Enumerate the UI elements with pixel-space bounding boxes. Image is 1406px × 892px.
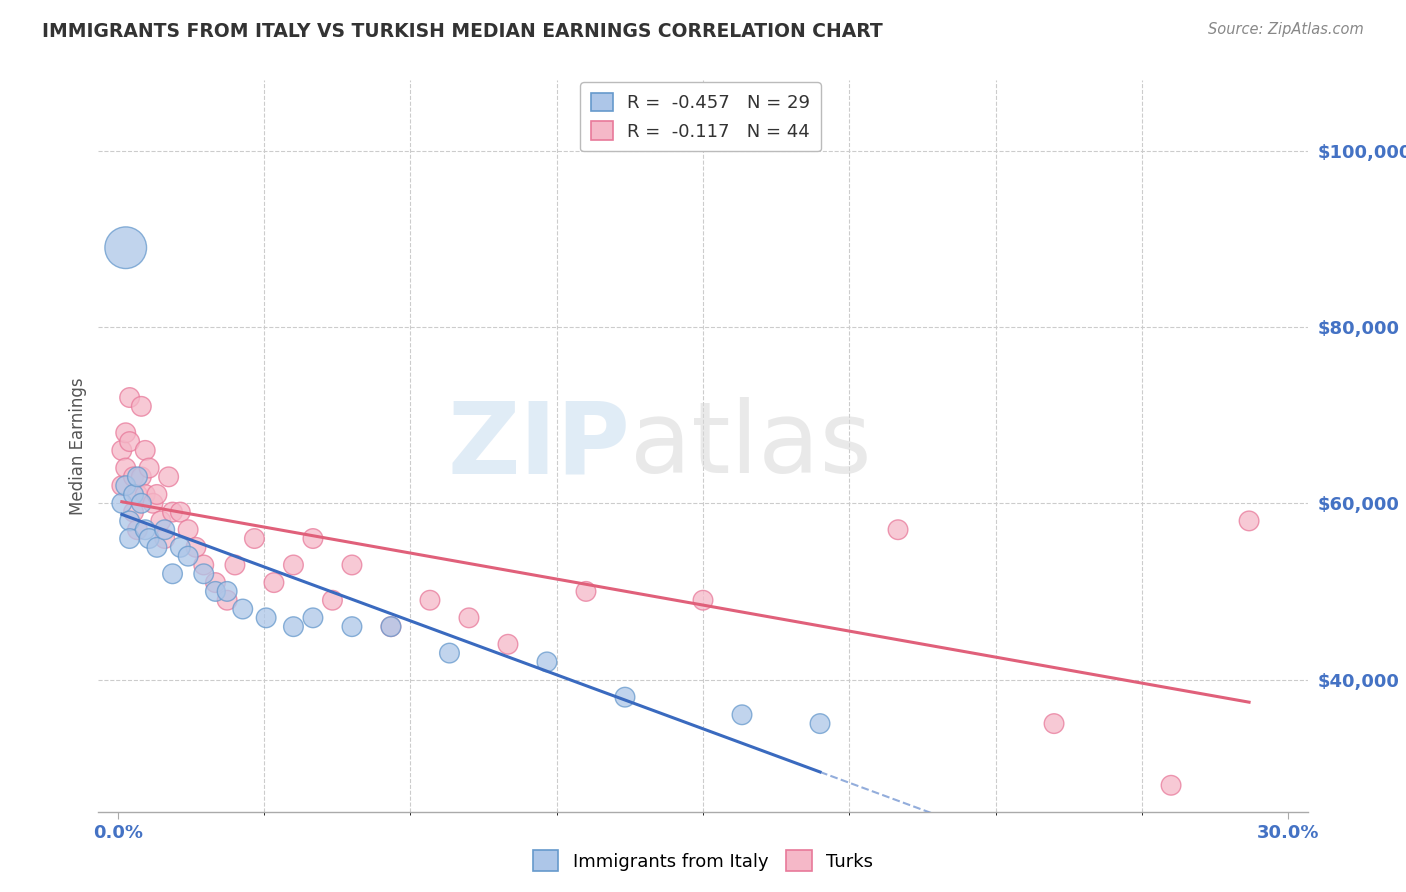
Point [142,496,165,510]
Point [114,478,136,492]
Point [127,487,149,501]
Point [146,541,169,555]
Point [340,620,363,634]
Point [118,434,141,449]
Legend: R =  -0.457   N = 29, R =  -0.117   N = 44: R = -0.457 N = 29, R = -0.117 N = 44 [581,82,821,152]
Point [184,541,207,555]
Point [131,470,153,484]
Text: Source: ZipAtlas.com: Source: ZipAtlas.com [1208,22,1364,37]
Point [169,505,191,519]
Point [138,532,160,546]
Text: IMMIGRANTS FROM ITALY VS TURKISH MEDIAN EARNINGS CORRELATION CHART: IMMIGRANTS FROM ITALY VS TURKISH MEDIAN … [42,22,883,41]
Point [169,541,191,555]
Point [127,523,149,537]
Point [614,690,637,705]
Point [131,496,153,510]
Y-axis label: Median Earnings: Median Earnings [69,377,87,515]
Point [122,487,145,501]
Point [138,461,160,475]
Point [111,443,134,458]
Point [1043,716,1066,731]
Point [153,532,176,546]
Point [131,400,153,414]
Point [380,620,402,634]
Point [232,602,254,616]
Point [157,470,180,484]
Point [808,716,831,731]
Point [111,496,134,510]
Point [302,611,325,625]
Point [254,611,277,625]
Point [134,487,156,501]
Point [122,470,145,484]
Point [177,549,200,563]
Point [439,646,461,660]
Point [692,593,714,607]
Point [193,558,215,572]
Point [419,593,441,607]
Text: atlas: atlas [630,398,872,494]
Point [217,593,239,607]
Point [118,514,141,528]
Point [302,532,325,546]
Point [1160,778,1182,792]
Point [204,575,226,590]
Point [536,655,558,669]
Point [731,707,754,722]
Point [134,523,156,537]
Point [458,611,481,625]
Point [153,523,176,537]
Text: ZIP: ZIP [447,398,630,494]
Point [1237,514,1260,528]
Point [111,478,134,492]
Point [887,523,910,537]
Point [243,532,266,546]
Legend: Immigrants from Italy, Turks: Immigrants from Italy, Turks [526,843,880,879]
Point [224,558,246,572]
Point [114,461,136,475]
Point [162,505,184,519]
Point [162,566,184,581]
Point [118,391,141,405]
Point [146,487,169,501]
Point [114,425,136,440]
Point [204,584,226,599]
Point [283,558,305,572]
Point [217,584,239,599]
Point [283,620,305,634]
Point [193,566,215,581]
Point [149,514,172,528]
Point [177,523,200,537]
Point [496,637,519,651]
Point [575,584,598,599]
Point [380,620,402,634]
Point [340,558,363,572]
Point [118,532,141,546]
Point [122,505,145,519]
Point [263,575,285,590]
Point [134,443,156,458]
Point [321,593,343,607]
Point [127,470,149,484]
Point [114,241,136,255]
